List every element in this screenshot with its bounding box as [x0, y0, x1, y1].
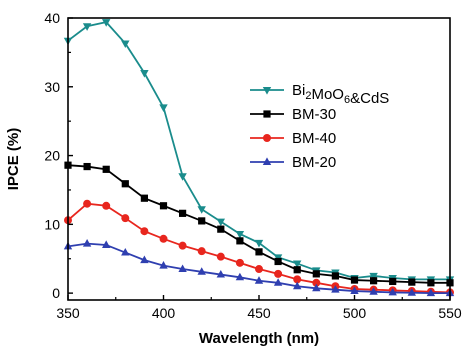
- legend-marker-BM-40: [263, 134, 271, 142]
- y-tick-label-10: 10: [44, 216, 60, 232]
- data-point-BM-40-390: [140, 227, 148, 235]
- legend-label-BM-30: BM-30: [292, 106, 336, 123]
- data-point-BM-40-430: [217, 253, 225, 261]
- data-point-BM-30-460: [275, 258, 282, 265]
- data-point-Bi2MoO6&CdS-450: [255, 240, 263, 248]
- data-point-BM-40-380: [121, 214, 129, 222]
- data-point-BM-30-440: [236, 237, 243, 244]
- x-axis-title: Wavelength (nm): [199, 330, 319, 347]
- data-point-Bi2MoO6&CdS-420: [198, 206, 206, 214]
- y-tick-label-0: 0: [52, 285, 60, 301]
- data-point-BM-30-390: [141, 195, 148, 202]
- data-point-BM-30-400: [160, 202, 167, 209]
- data-point-BM-30-500: [351, 276, 358, 283]
- data-point-BM-30-540: [427, 279, 434, 286]
- data-point-BM-30-380: [122, 180, 129, 187]
- data-point-BM-30-420: [198, 217, 205, 224]
- series-Bi2MoO6&CdS: [64, 19, 454, 284]
- plot-frame: [68, 18, 450, 300]
- data-point-BM-30-470: [294, 266, 301, 273]
- data-point-BM-40-400: [160, 235, 168, 243]
- legend-label-BM-40: BM-40: [292, 130, 336, 147]
- data-point-BM-30-480: [313, 270, 320, 277]
- x-tick-label-450: 450: [247, 305, 271, 321]
- data-point-BM-40-410: [179, 242, 187, 250]
- data-point-BM-30-450: [255, 248, 262, 255]
- data-point-BM-40-420: [198, 247, 206, 255]
- legend-label-Bi2MoO6&CdS: Bi2MoO6&CdS: [292, 82, 389, 107]
- data-point-BM-40-460: [274, 270, 282, 278]
- data-point-Bi2MoO6&CdS-430: [217, 219, 225, 227]
- x-tick-label-550: 550: [438, 305, 462, 321]
- y-tick-label-40: 40: [44, 10, 60, 26]
- data-point-BM-20-360: [83, 239, 91, 247]
- y-tick-label-30: 30: [44, 79, 60, 95]
- data-point-BM-30-430: [217, 226, 224, 233]
- y-axis-title: IPCE (%): [5, 128, 22, 191]
- x-tick-label-500: 500: [343, 305, 367, 321]
- data-point-BM-40-370: [102, 202, 110, 210]
- data-point-Bi2MoO6&CdS-400: [159, 104, 167, 112]
- data-point-Bi2MoO6&CdS-360: [83, 23, 91, 31]
- data-point-BM-30-490: [332, 272, 339, 279]
- y-tick-label-20: 20: [44, 148, 60, 164]
- data-point-BM-40-360: [83, 200, 91, 208]
- data-point-BM-30-520: [389, 278, 396, 285]
- legend-marker-BM-30: [263, 110, 270, 117]
- data-point-BM-30-510: [370, 277, 377, 284]
- data-point-BM-30-410: [179, 210, 186, 217]
- x-tick-label-400: 400: [152, 305, 176, 321]
- x-tick-label-350: 350: [56, 305, 80, 321]
- data-point-BM-30-360: [84, 163, 91, 170]
- data-point-BM-30-530: [408, 279, 415, 286]
- data-point-BM-40-450: [255, 265, 263, 273]
- data-point-BM-40-440: [236, 259, 244, 267]
- legend-label-BM-20: BM-20: [292, 154, 336, 171]
- data-point-BM-30-370: [103, 166, 110, 173]
